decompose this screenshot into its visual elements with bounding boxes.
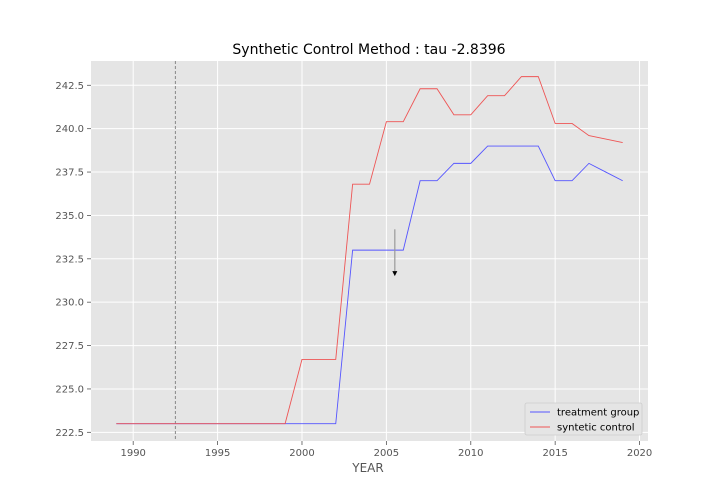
x-tick-label: 2020 (627, 448, 652, 459)
y-tick-label: 240.0 (55, 124, 84, 135)
x-tick-label: 2010 (458, 448, 483, 459)
gridlines (91, 61, 648, 441)
y-tick-label: 242.5 (55, 81, 84, 92)
arrow-head (392, 271, 398, 277)
series-lines (116, 76, 623, 425)
x-tick-label: 2005 (374, 448, 399, 459)
x-axis-ticks: 1990 1995 2000 2005 2010 2015 2020 (120, 441, 652, 459)
tau-arrow (392, 229, 398, 277)
x-tick-label: 2015 (542, 448, 567, 459)
legend-label: treatment group (557, 408, 639, 419)
y-tick-label: 237.5 (55, 168, 84, 179)
x-tick-label: 1995 (205, 448, 230, 459)
legend: treatment group syntetic control (524, 402, 643, 436)
y-tick-label: 222.5 (55, 428, 84, 439)
legend-box (524, 402, 643, 436)
synthetic-control-line (116, 76, 623, 425)
y-tick-label: 227.5 (55, 341, 84, 352)
chart-title: Synthetic Control Method : tau -2.8396 (232, 42, 505, 58)
x-axis-label: YEAR (351, 461, 383, 475)
y-tick-label: 230.0 (55, 298, 84, 309)
y-tick-label: 232.5 (55, 254, 84, 265)
y-axis-ticks: 222.5 225.0 227.5 230.0 232.5 235.0 237.5 240.0… (55, 81, 91, 439)
legend-label: syntetic control (557, 423, 635, 434)
x-tick-label: 1990 (120, 448, 145, 459)
y-tick-label: 225.0 (55, 384, 84, 395)
x-tick-label: 2000 (289, 448, 314, 459)
plot-area (91, 61, 648, 441)
y-tick-label: 235.0 (55, 211, 84, 222)
